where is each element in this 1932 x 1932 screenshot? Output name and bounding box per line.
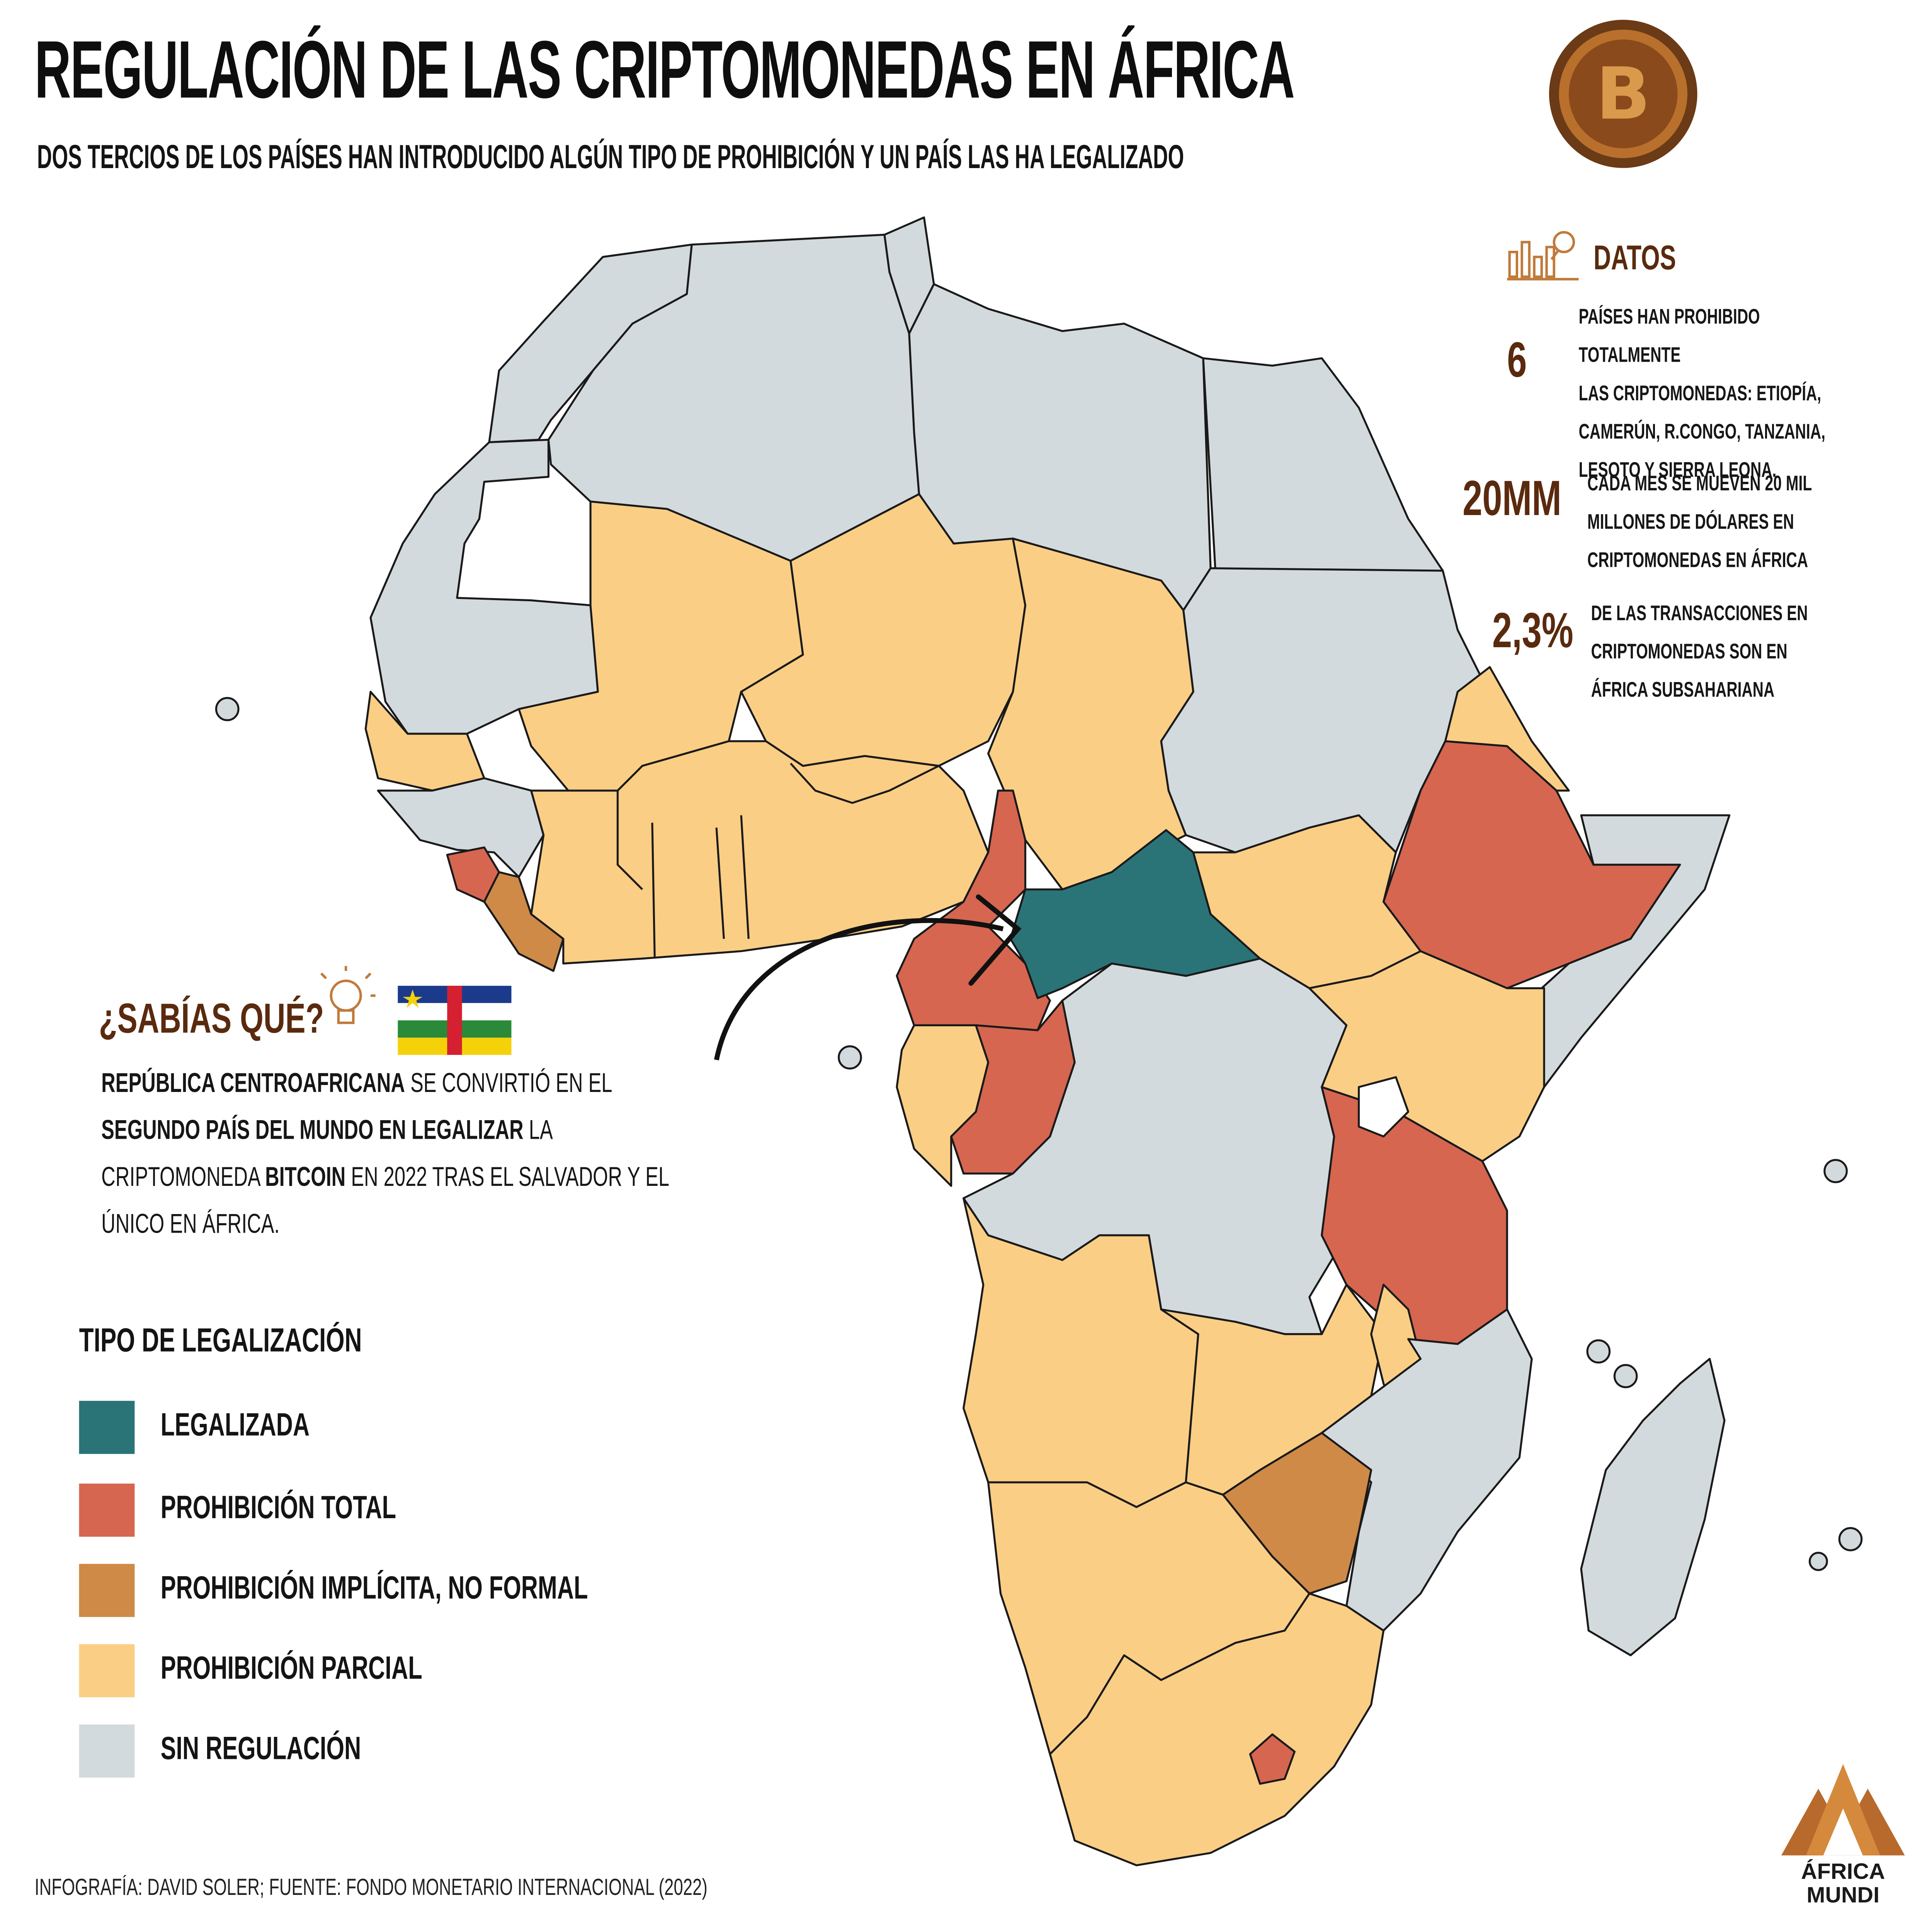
fact-segment: LA CRIPTOMONEDA: [101, 1114, 552, 1192]
central-african-republic-flag: [398, 986, 512, 1055]
credit-line: INFOGRAFÍA: DAVID SOLER; FUENTE: FONDO M…: [34, 1875, 707, 1901]
fact-segment: EN 2022 TRAS EL SALVADOR Y EL ÚNICO EN Á…: [101, 1161, 669, 1239]
legend-label: PROHIBICIÓN TOTAL: [160, 1488, 396, 1526]
svg-text:B: B: [1596, 52, 1650, 136]
region-lesotho: [1249, 1733, 1296, 1785]
legend-label: PROHIBICIÓN PARCIAL: [160, 1649, 422, 1686]
region-south-africa: [1049, 1592, 1385, 1866]
island-cape-verde: [215, 697, 240, 721]
stat-number: 20MM: [1463, 472, 1561, 526]
fact-highlight: BITCOIN: [265, 1161, 346, 1192]
page-subtitle: DOS TERCIOS DE LOS PAÍSES HAN INTRODUCID…: [37, 138, 1184, 175]
stat-text: CADA MES SE MUEVEN 20 MIL MILLONES DE DÓ…: [1587, 472, 1812, 572]
brand-text: ÁFRICA MUNDI: [1801, 1859, 1885, 1908]
region-cameroon: [896, 789, 1051, 1031]
legend-item-prohibicion-parcial: PROHIBICIÓN PARCIAL: [79, 1644, 944, 1701]
island-mauritius: [1838, 1527, 1863, 1551]
island-sao-tome: [838, 1045, 862, 1070]
stat-text: PAÍSES HAN PROHIBIDO TOTALMENTE LAS CRIP…: [1578, 305, 1826, 482]
stat-number: 6: [1507, 333, 1527, 388]
legend-label: LEGALIZADA: [160, 1406, 310, 1443]
legend-label: SIN REGULACIÓN: [160, 1729, 361, 1767]
island-comoros-1: [1586, 1339, 1611, 1364]
legend-swatch: [79, 1564, 135, 1617]
region-niger: [740, 493, 1027, 767]
region-lake-victoria: [1358, 1076, 1410, 1138]
bitcoin-coin-icon: B: [1549, 20, 1697, 168]
datos-heading: DATOS: [1594, 238, 1676, 277]
chart-magnifier-icon: [1507, 231, 1579, 281]
page-title: REGULACIÓN DE LAS CRIPTOMONEDAS EN ÁFRIC…: [34, 23, 1295, 115]
mountain-logo-icon: [1781, 1764, 1905, 1855]
fact-segment: SE CONVIRTIÓ EN EL: [405, 1067, 612, 1099]
pointer-arrow-head: [968, 894, 1022, 986]
region-egypt: [1202, 357, 1444, 574]
africa-mundi-logo: ÁFRICA MUNDI: [1769, 1752, 1917, 1925]
legend-swatch: [79, 1644, 135, 1697]
island-reunion: [1808, 1551, 1828, 1571]
sabias-heading: ¿SABÍAS QUÉ?: [99, 995, 324, 1043]
fact-highlight: SEGUNDO PAÍS DEL MUNDO EN LEGALIZAR: [101, 1114, 524, 1145]
fact-text: REPÚBLICA CENTROAFRICANA SE CONVIRTIÓ EN…: [101, 1060, 688, 1248]
legend-label: PROHIBICIÓN IMPLÍCITA, NO FORMAL: [160, 1569, 588, 1606]
legend-item-sin-regulacion: SIN REGULACIÓN: [79, 1724, 944, 1781]
lightbulb-icon: [320, 966, 376, 1024]
legend-swatch: [79, 1401, 135, 1454]
region-nigeria-border: [616, 762, 939, 959]
stat-number: 2,3%: [1492, 604, 1573, 658]
legend-item-prohibicion-total: PROHIBICIÓN TOTAL: [79, 1483, 944, 1541]
legend-item-prohibicion-implicita: PROHIBICIÓN IMPLÍCITA, NO FORMAL: [79, 1564, 944, 1621]
region-western-sahara-mauritania: [369, 439, 599, 735]
region-madagascar: [1580, 1358, 1726, 1656]
legend-title: TIPO DE LEGALIZACIÓN: [79, 1321, 362, 1359]
stat-text: DE LAS TRANSACCIONES EN CRIPTOMONEDAS SO…: [1591, 601, 1808, 702]
region-guinea: [377, 777, 545, 878]
legend-item-legalizada: LEGALIZADA: [79, 1401, 944, 1458]
island-seychelles: [1823, 1159, 1848, 1184]
region-eritrea: [1444, 666, 1570, 792]
island-comoros-2: [1613, 1364, 1638, 1388]
pointer-arrow: [714, 918, 1004, 1061]
legend-swatch: [79, 1724, 135, 1778]
legend-swatch: [79, 1483, 135, 1537]
fact-highlight: REPÚBLICA CENTROAFRICANA: [101, 1067, 405, 1099]
